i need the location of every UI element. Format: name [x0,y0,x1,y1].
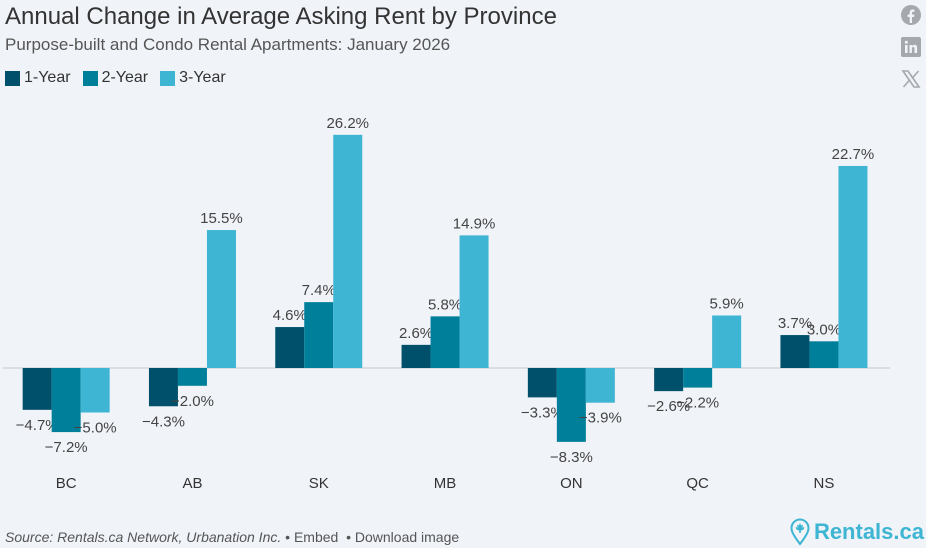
legend-item-2-year[interactable]: 2-Year [82,69,149,87]
download-image-link[interactable]: Download image [354,529,460,545]
data-label: 3.7% [778,315,812,332]
brand-logo[interactable]: Rentals.ca [790,518,924,546]
bar-ON-2-Year[interactable] [556,368,586,442]
bar-QC-2-Year[interactable] [683,368,713,388]
legend-swatch [160,70,176,86]
data-label: −7.2% [45,439,88,456]
data-label: 7.4% [302,282,336,299]
data-label: −3.3% [521,404,564,421]
x-tick-label: NS [814,475,835,492]
legend-label: 3-Year [179,69,226,86]
bar-AB-3-Year[interactable] [206,230,236,368]
facebook-icon[interactable] [900,4,922,26]
brand-name: Rentals.ca [813,519,924,544]
bar-MB-3-Year[interactable] [459,235,489,368]
bar-SK-2-Year[interactable] [304,302,334,368]
share-bar [900,4,922,90]
x-tick-label: AB [182,475,202,492]
footer: Source: Rentals.ca Network, Urbanation I… [5,529,460,545]
data-label: 2.6% [399,325,433,342]
legend-item-1-year[interactable]: 1-Year [5,69,71,87]
legend-swatch [82,70,98,86]
bar-MB-1-Year[interactable] [401,344,431,368]
bar-ON-3-Year[interactable] [585,368,615,403]
data-label: 3.0% [807,321,841,338]
bar-BC-1-Year[interactable] [22,368,52,410]
source-note: Source: Rentals.ca Network, Urbanation I… [5,529,282,545]
map-pin-icon [790,518,810,546]
x-icon[interactable] [900,68,922,90]
x-tick-label: ON [560,475,583,492]
legend-swatch [5,70,20,86]
data-label: 26.2% [326,115,369,132]
bar-QC-3-Year[interactable] [712,315,742,368]
x-tick-label: QC [686,475,709,492]
bar-SK-1-Year[interactable] [275,327,305,368]
bar-BC-3-Year[interactable] [80,368,110,413]
data-label: −2.6% [647,398,690,415]
embed-link[interactable]: Embed [293,529,339,545]
data-label: −3.9% [579,410,622,427]
data-label: −2.2% [676,395,719,412]
data-label: −8.3% [550,449,593,466]
data-label: −4.3% [142,413,185,430]
bar-MB-2-Year[interactable] [430,316,460,368]
bar-AB-1-Year[interactable] [148,368,178,407]
chart-title: Annual Change in Average Asking Rent by … [5,3,557,30]
bar-ON-1-Year[interactable] [527,368,557,398]
bar-BC-2-Year[interactable] [51,368,81,433]
data-label: −4.7% [16,417,59,434]
x-tick-label: BC [56,475,77,492]
bar-AB-2-Year[interactable] [177,368,207,386]
x-tick-label: SK [309,475,329,492]
data-label: −5.0% [74,420,117,437]
x-tick-label: MB [434,475,457,492]
data-label: 5.9% [710,295,744,312]
data-label: 5.8% [428,296,462,313]
data-label: 14.9% [453,215,496,232]
bar-SK-3-Year[interactable] [333,134,363,368]
data-label: 22.7% [832,146,875,163]
bar-NS-3-Year[interactable] [838,165,868,368]
bar-NS-1-Year[interactable] [780,335,810,368]
legend: 1-Year 2-Year 3-Year [5,69,226,87]
legend-label: 2-Year [101,69,149,86]
bar-NS-2-Year[interactable] [809,341,839,368]
linkedin-icon[interactable] [900,36,922,58]
legend-label: 1-Year [24,69,71,86]
bar-QC-1-Year[interactable] [654,368,684,392]
legend-item-3-year[interactable]: 3-Year [160,69,226,87]
data-label: −2.0% [171,393,214,410]
data-label: 4.6% [273,307,307,324]
data-label: 15.5% [200,210,243,227]
chart-subtitle: Purpose-built and Condo Rental Apartment… [5,35,451,54]
